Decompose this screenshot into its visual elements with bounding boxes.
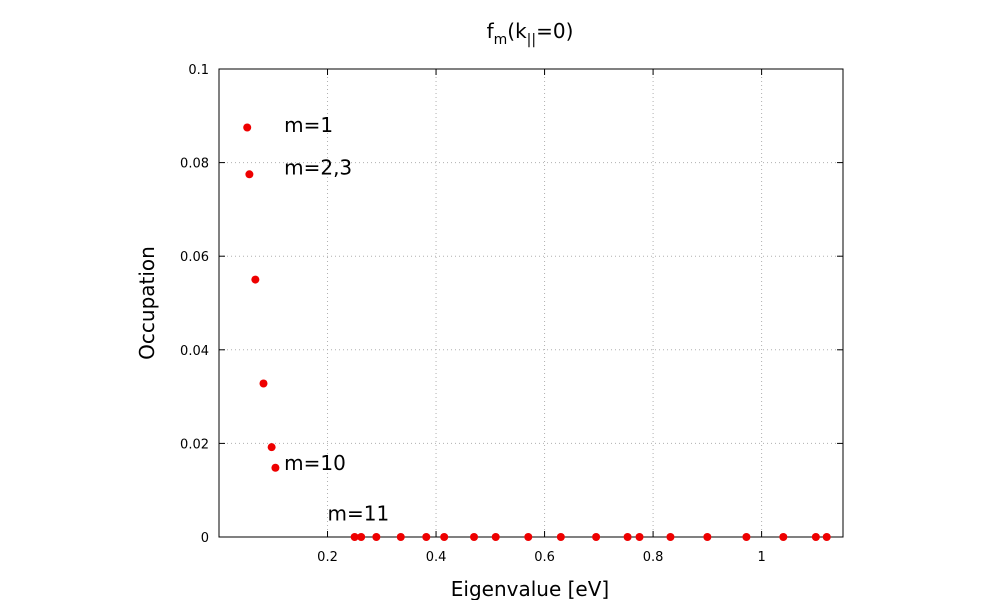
data-point xyxy=(271,463,280,472)
y-tick-label: 0.04 xyxy=(180,344,209,359)
annotation-label: m=10 xyxy=(284,451,346,475)
x-tick-label: 0.6 xyxy=(534,550,555,565)
data-point xyxy=(811,533,820,541)
data-point xyxy=(742,533,751,541)
data-point xyxy=(372,533,381,541)
x-tick-label: 1 xyxy=(757,550,765,565)
data-point xyxy=(357,533,366,541)
data-point xyxy=(592,533,601,541)
y-tick-label: 0.06 xyxy=(180,250,209,265)
data-point xyxy=(243,123,252,132)
title-tail-open: (k xyxy=(507,19,527,43)
data-point xyxy=(779,533,788,541)
data-point xyxy=(491,533,500,541)
data-point xyxy=(422,533,431,541)
annotation-label: m=1 xyxy=(284,113,333,137)
chart-title: fm(k||=0) xyxy=(487,19,574,48)
data-point xyxy=(396,533,405,541)
y-tick-label: 0.08 xyxy=(180,157,209,172)
data-point xyxy=(524,533,533,541)
data-point xyxy=(267,443,276,452)
title-main: f xyxy=(487,19,495,43)
y-tick-label: 0 xyxy=(201,531,209,546)
annotation-label: m=11 xyxy=(328,502,390,526)
data-point xyxy=(556,533,565,541)
data-point xyxy=(245,170,254,179)
data-point xyxy=(666,533,675,541)
data-point xyxy=(703,533,712,541)
y-tick-label: 0.02 xyxy=(180,437,209,452)
x-tick-label: 0.4 xyxy=(426,550,447,565)
annotation-label: m=2,3 xyxy=(284,155,352,179)
y-axis-label: Occupation xyxy=(135,246,159,360)
axis-ticks: 0.2 0.4 0.6 0.8 1 0 0.02 0.04 0.06 0.08 0.1 xyxy=(180,63,843,565)
data-point xyxy=(251,275,260,284)
data-points xyxy=(243,123,831,541)
data-point xyxy=(635,533,644,541)
y-tick-label: 0.1 xyxy=(188,63,209,78)
annotations: m=1 m=2,3 m=10 m=11 xyxy=(284,113,389,525)
data-point xyxy=(440,533,449,541)
data-point xyxy=(259,379,268,388)
title-subscript: m xyxy=(494,32,508,48)
data-point xyxy=(350,533,359,541)
x-tick-label: 0.8 xyxy=(643,550,664,565)
grid xyxy=(219,69,843,537)
data-point xyxy=(470,533,479,541)
data-point xyxy=(623,533,632,541)
data-point xyxy=(822,533,831,541)
x-axis-label: Eigenvalue [eV] xyxy=(451,577,609,600)
x-tick-label: 0.2 xyxy=(317,550,338,565)
title-tail-close: =0) xyxy=(536,19,573,43)
title-tail-subscript: || xyxy=(527,32,536,48)
